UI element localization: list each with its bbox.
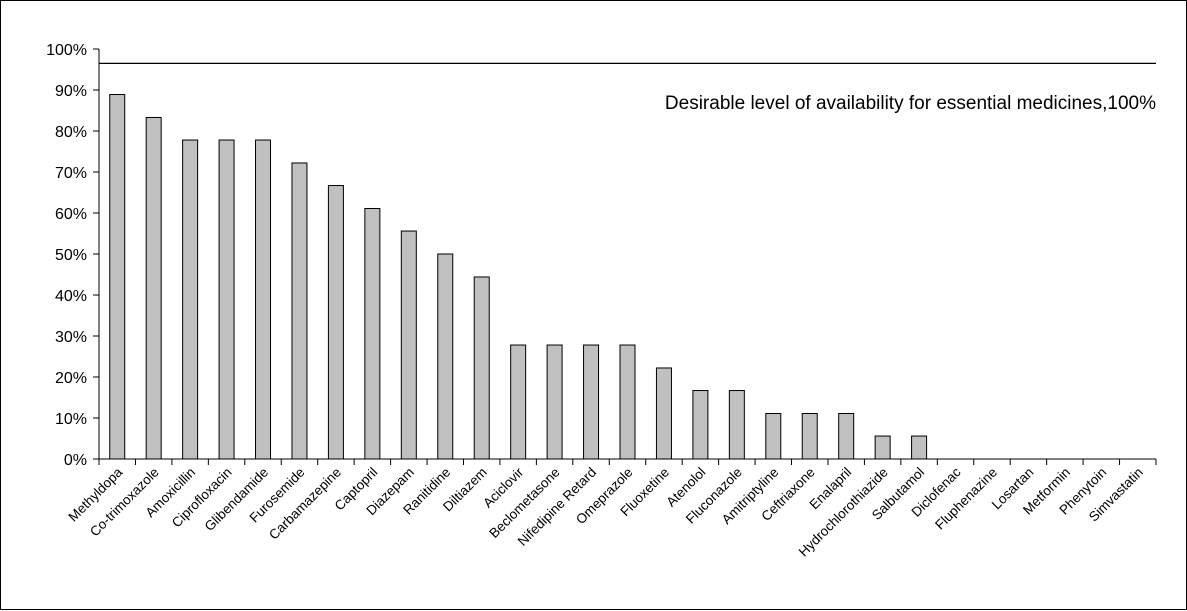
x-axis: MethyldopaCo-trimoxazoleAmoxicillinCipro…: [65, 458, 1157, 559]
bar-amitriptyline: [765, 412, 782, 460]
y-tick-label: 10%: [55, 411, 87, 428]
desirable-level-annotation: Desirable level of availability for esse…: [665, 93, 1156, 114]
bar-carbamazepine: [327, 185, 344, 460]
bar-co-trimoxazole: [145, 116, 162, 460]
bar-omeprazole: [619, 344, 636, 460]
y-tick-label: 70%: [55, 165, 87, 182]
y-axis: 0% 10% 20% 30% 40% 50% 60% 70% 80% 90% 100%: [46, 42, 100, 469]
bar-fluconazole: [728, 390, 745, 460]
bar-ceftriaxone: [801, 412, 818, 460]
bar-amoxicillin: [182, 139, 199, 460]
y-tick-label: 20%: [55, 370, 87, 387]
bar-diltiazem: [473, 276, 490, 460]
bar-ranitidine: [437, 253, 454, 460]
x-category-label: Glibendamide: [202, 465, 272, 535]
bar-beclometasone: [546, 344, 563, 460]
bar-glibendamide: [255, 139, 272, 460]
bar-aciclovir: [510, 344, 527, 460]
bar-nifedipine-retard: [583, 344, 600, 460]
bars: [109, 94, 928, 460]
y-tick-label: 40%: [55, 288, 87, 305]
bar-salbutamol: [911, 435, 928, 460]
bar-hydrochlorothiazide: [874, 435, 891, 460]
bar-atenolol: [692, 390, 709, 460]
bar-diazepam: [400, 230, 417, 460]
bar-methyldopa: [109, 94, 126, 460]
y-tick-label: 80%: [55, 124, 87, 141]
y-tick-label: 100%: [46, 42, 87, 59]
y-tick-label: 50%: [55, 247, 87, 264]
bar-ciprofloxacin: [218, 139, 235, 460]
bar-furosemide: [291, 162, 308, 460]
y-tick-label: 30%: [55, 329, 87, 346]
bar-captopril: [364, 207, 381, 460]
y-tick-label: 90%: [55, 83, 87, 100]
y-tick-label: 0%: [64, 452, 87, 469]
bar-fluoxetine: [655, 367, 672, 460]
bar-enalapril: [838, 412, 855, 460]
y-tick-label: 60%: [55, 206, 87, 223]
